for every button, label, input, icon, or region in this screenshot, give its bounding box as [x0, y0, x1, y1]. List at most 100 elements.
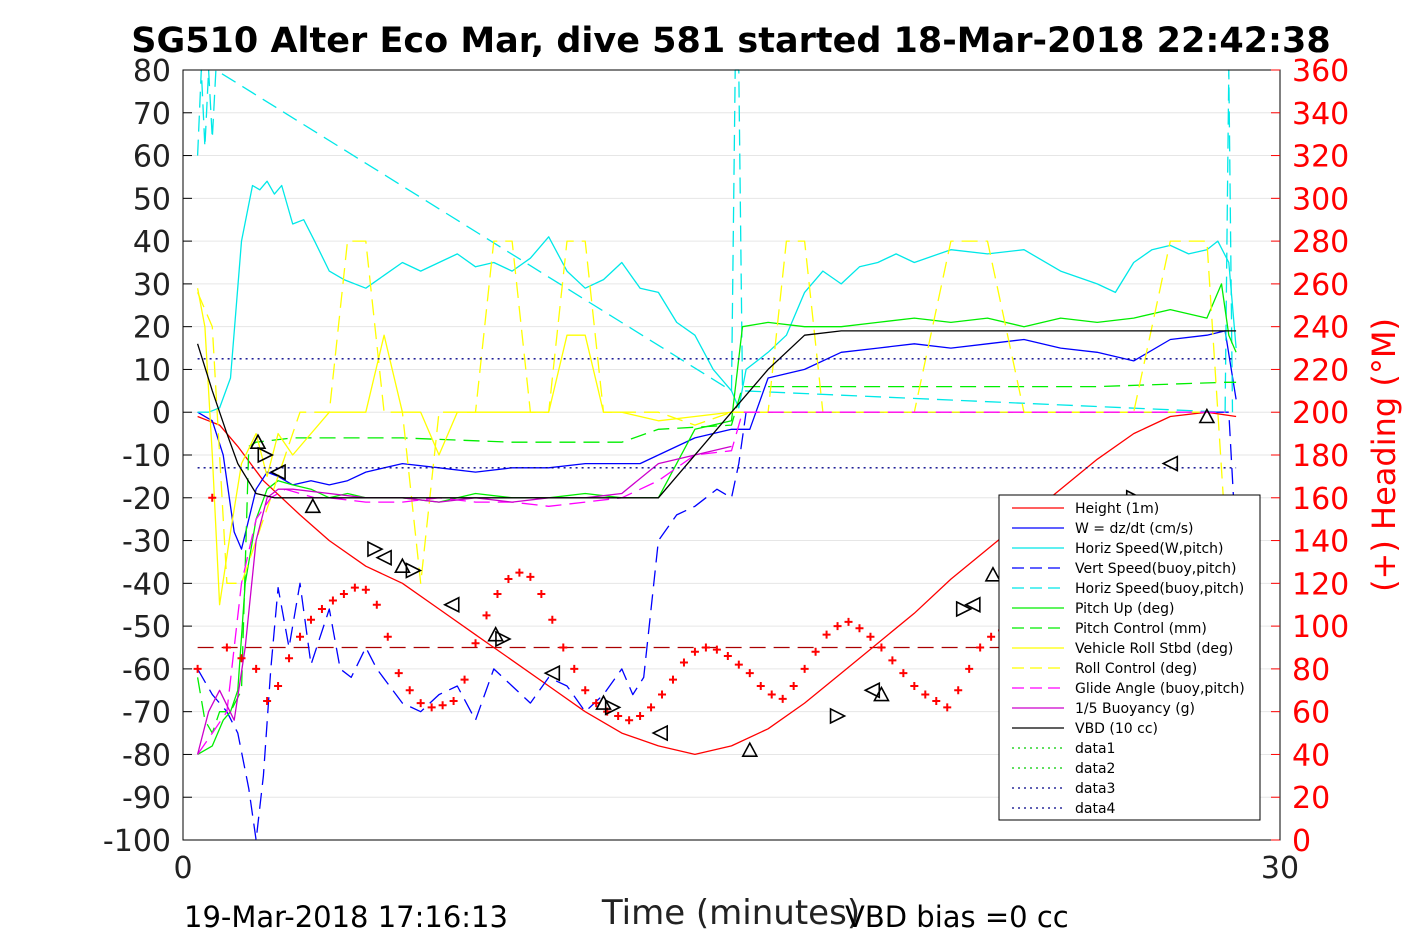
- heading-point: [296, 632, 305, 641]
- turn-marker: [375, 549, 392, 566]
- heading-point: [193, 664, 202, 673]
- turn-marker: [1161, 455, 1179, 472]
- heading-point: [866, 632, 875, 641]
- y2-tick-label: 280: [1292, 225, 1349, 260]
- heading-point: [482, 611, 491, 620]
- y2-tick-label: 120: [1292, 567, 1349, 602]
- heading-point: [723, 652, 732, 661]
- heading-point: [625, 716, 634, 725]
- turn-marker: [955, 600, 973, 618]
- heading-point: [756, 682, 765, 690]
- heading-point: [263, 696, 272, 705]
- heading-point: [559, 643, 568, 652]
- heading-point: [493, 590, 502, 599]
- heading-point: [328, 596, 337, 605]
- turn-marker: [495, 630, 512, 648]
- turn-marker: [741, 741, 759, 757]
- y2-tick-label: 240: [1292, 311, 1349, 346]
- y2-tick-label: 200: [1292, 396, 1349, 431]
- heading-point: [767, 690, 776, 699]
- legend-label: data3: [1075, 781, 1115, 797]
- series-line: [197, 411, 1237, 756]
- y-tick-label: 70: [133, 97, 171, 132]
- turn-marker: [405, 562, 423, 579]
- heading-point: [350, 583, 359, 592]
- series-line: [197, 411, 1237, 841]
- heading-point: [899, 669, 908, 678]
- legend-label: VBD (10 cc): [1075, 721, 1158, 737]
- y-tick-label: -40: [122, 567, 171, 602]
- y2-tick-label: 360: [1292, 54, 1349, 89]
- heading-point: [427, 703, 436, 712]
- heading-point: [570, 664, 579, 673]
- y2-tick-label: 220: [1292, 353, 1349, 388]
- legend-label: Horiz Speed(W,pitch): [1075, 541, 1223, 557]
- heading-point: [285, 654, 294, 663]
- heading-point: [833, 622, 842, 631]
- heading-point: [526, 572, 535, 581]
- heading-point: [712, 645, 721, 654]
- heading-point: [943, 703, 952, 712]
- legend-label: 1/5 Buoyancy (g): [1075, 701, 1195, 717]
- heading-point: [252, 664, 261, 673]
- y2-tick-label: 0: [1292, 824, 1311, 859]
- heading-point: [416, 699, 425, 708]
- heading-point: [965, 664, 974, 673]
- heading-point: [679, 658, 688, 667]
- heading-point: [921, 690, 930, 699]
- heading-point: [811, 647, 820, 656]
- heading-point: [208, 493, 217, 502]
- y-tick-label: 80: [133, 54, 171, 89]
- heading-point: [460, 675, 469, 684]
- y-tick-label: 60: [133, 140, 171, 175]
- series-line: [197, 180, 1237, 413]
- series-line: [196, 288, 1207, 606]
- heading-point: [976, 643, 985, 652]
- y2-tick-label: 140: [1292, 525, 1349, 560]
- y2-tick-label: 340: [1292, 97, 1349, 132]
- legend-label: Pitch Control (mm): [1075, 621, 1207, 637]
- y-tick-label: -70: [122, 696, 171, 731]
- turn-marker: [873, 685, 890, 702]
- legend-label: W = dz/dt (cm/s): [1075, 521, 1194, 537]
- y-tick-label: -100: [103, 824, 171, 859]
- y2-tick-label: 320: [1292, 140, 1349, 175]
- heading-point: [647, 703, 656, 712]
- heading-point: [910, 682, 919, 690]
- heading-point: [548, 615, 557, 624]
- heading-point: [449, 696, 458, 705]
- heading-point: [504, 575, 513, 584]
- legend-label: data2: [1075, 761, 1115, 777]
- y2-tick-label: 180: [1292, 439, 1349, 474]
- legend-label: Height (1m): [1075, 501, 1159, 517]
- heading-point: [888, 656, 897, 665]
- legend-label: Horiz Speed(buoy,pitch): [1075, 581, 1244, 597]
- x-tick-label: 0: [173, 851, 192, 886]
- heading-point: [658, 690, 667, 699]
- heading-point: [339, 590, 348, 599]
- legend-label: Roll Control (deg): [1075, 661, 1197, 677]
- series-line: [196, 330, 1237, 499]
- y-tick-label: -30: [122, 525, 171, 560]
- heading-point: [515, 568, 524, 577]
- heading-point: [471, 639, 480, 648]
- y-tick-label: 10: [133, 353, 171, 388]
- x-axis-label: Time (minutes): [601, 893, 860, 933]
- heading-point: [405, 686, 414, 695]
- heading-point: [745, 669, 754, 678]
- y2-axis-label: (+) Heading (°M): [1365, 318, 1403, 592]
- heading-point: [855, 624, 864, 633]
- y2-tick-label: 160: [1292, 482, 1349, 517]
- legend-label: Glide Angle (buoy,pitch): [1075, 681, 1245, 697]
- heading-point: [954, 686, 963, 695]
- y-tick-label: -80: [122, 738, 171, 773]
- heading-point: [877, 643, 886, 652]
- y-tick-label: 50: [133, 182, 171, 217]
- y-tick-label: 40: [133, 225, 171, 260]
- turn-marker: [595, 694, 612, 710]
- y-tick-label: -90: [122, 781, 171, 816]
- heading-point: [274, 682, 283, 690]
- turn-marker: [604, 699, 622, 716]
- turn-marker: [304, 497, 322, 514]
